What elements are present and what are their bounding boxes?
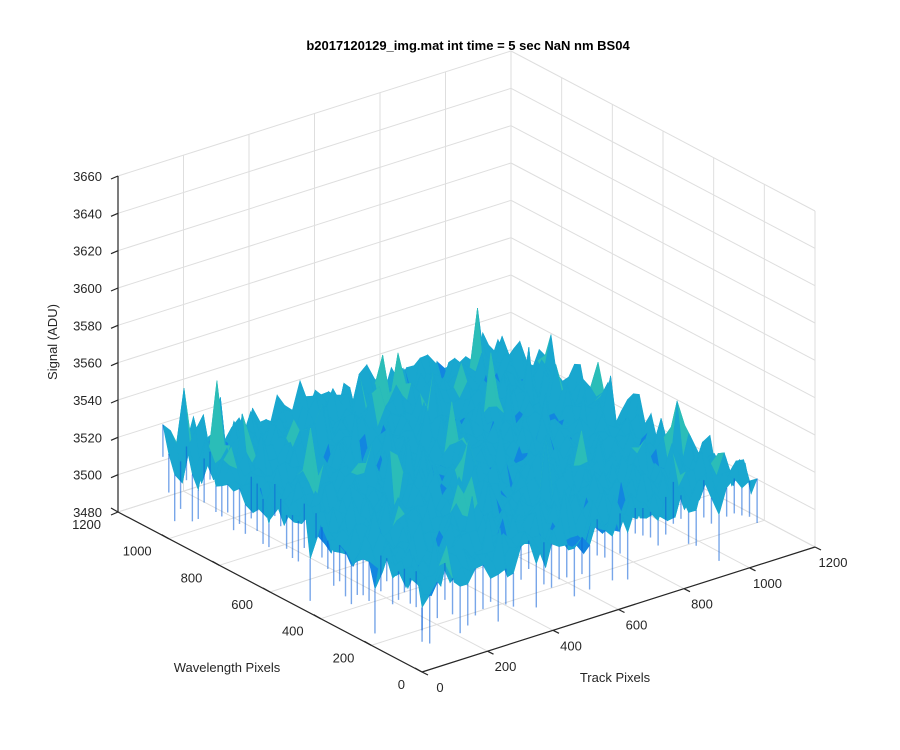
surface xyxy=(162,308,758,644)
y-tick-label: 200 xyxy=(333,650,355,665)
z-tick-label: 3600 xyxy=(73,281,102,296)
x-tick-label: 800 xyxy=(691,597,713,612)
z-tick xyxy=(110,324,119,329)
wall-grid-line xyxy=(510,87,816,249)
wall-grid-line xyxy=(117,125,512,252)
wall-grid-line xyxy=(510,162,816,324)
y-tick-label: 1200 xyxy=(72,517,101,532)
y-tick xyxy=(262,587,271,593)
axes xyxy=(110,175,822,676)
labels: b2017120129_img.mat int time = 5 sec NaN… xyxy=(45,38,847,695)
y-axis-title: Wavelength Pixels xyxy=(174,660,281,675)
wall-grid-line xyxy=(510,237,816,399)
y-tick xyxy=(212,560,220,566)
y-tick xyxy=(110,507,119,513)
wall-grid-line xyxy=(510,50,816,212)
z-tick xyxy=(110,212,119,217)
x-tick xyxy=(749,567,756,572)
z-tick xyxy=(110,399,119,404)
z-axis-title: Signal (ADU) xyxy=(45,304,60,380)
y-tick-label: 800 xyxy=(181,570,203,585)
x-tick xyxy=(683,588,691,593)
x-tick-label: 1000 xyxy=(753,576,782,591)
wall-grid-line xyxy=(510,311,816,473)
wall-grid-line xyxy=(510,125,816,287)
z-tick-label: 3560 xyxy=(73,356,102,371)
z-tick-label: 3500 xyxy=(73,468,102,483)
y-tick-label: 0 xyxy=(398,677,405,692)
z-tick xyxy=(110,436,119,441)
y-tick-label: 1000 xyxy=(123,544,152,559)
y-tick xyxy=(161,534,169,540)
z-tick-label: 3480 xyxy=(73,505,102,520)
x-tick xyxy=(814,546,822,551)
x-tick xyxy=(618,608,625,614)
wall-grid-line xyxy=(510,199,816,361)
wall-grid-line xyxy=(117,274,512,401)
z-tick xyxy=(110,511,119,516)
x-tick-label: 0 xyxy=(436,680,443,695)
z-tick-label: 3540 xyxy=(73,393,102,408)
y-tick xyxy=(364,640,372,646)
x-tick-label: 1200 xyxy=(819,555,848,570)
x-tick-label: 600 xyxy=(626,618,648,633)
x-tick xyxy=(552,629,560,634)
x-tick-label: 200 xyxy=(495,659,517,674)
x-tick xyxy=(487,650,494,655)
z-tick-label: 3640 xyxy=(73,206,102,221)
chart-title: b2017120129_img.mat int time = 5 sec NaN… xyxy=(306,38,630,53)
z-tick-label: 3580 xyxy=(73,318,102,333)
surface-patch xyxy=(415,571,431,609)
y-tick xyxy=(414,667,423,673)
x-axis-title: Track Pixels xyxy=(580,670,651,685)
z-tick xyxy=(110,250,119,255)
wall-grid-line xyxy=(117,237,512,364)
z-tick-label: 3520 xyxy=(73,430,102,445)
z-tick xyxy=(110,175,119,180)
wall-grid-line xyxy=(510,274,816,436)
y-tick-label: 400 xyxy=(282,624,304,639)
wall-grid-line xyxy=(117,199,512,326)
wall-grid-line xyxy=(117,162,512,289)
z-tick-label: 3620 xyxy=(73,244,102,259)
z-tick-label: 3660 xyxy=(73,169,102,184)
floor-grid-line xyxy=(371,519,765,646)
wall-grid-line xyxy=(117,50,512,177)
z-tick xyxy=(110,474,119,479)
z-tick xyxy=(110,362,119,367)
z-tick xyxy=(110,287,119,292)
x-tick xyxy=(421,671,429,676)
x-tick-label: 400 xyxy=(560,638,582,653)
y-tick-label: 600 xyxy=(231,597,253,612)
y-tick xyxy=(313,614,321,620)
wall-grid-line xyxy=(117,87,512,214)
